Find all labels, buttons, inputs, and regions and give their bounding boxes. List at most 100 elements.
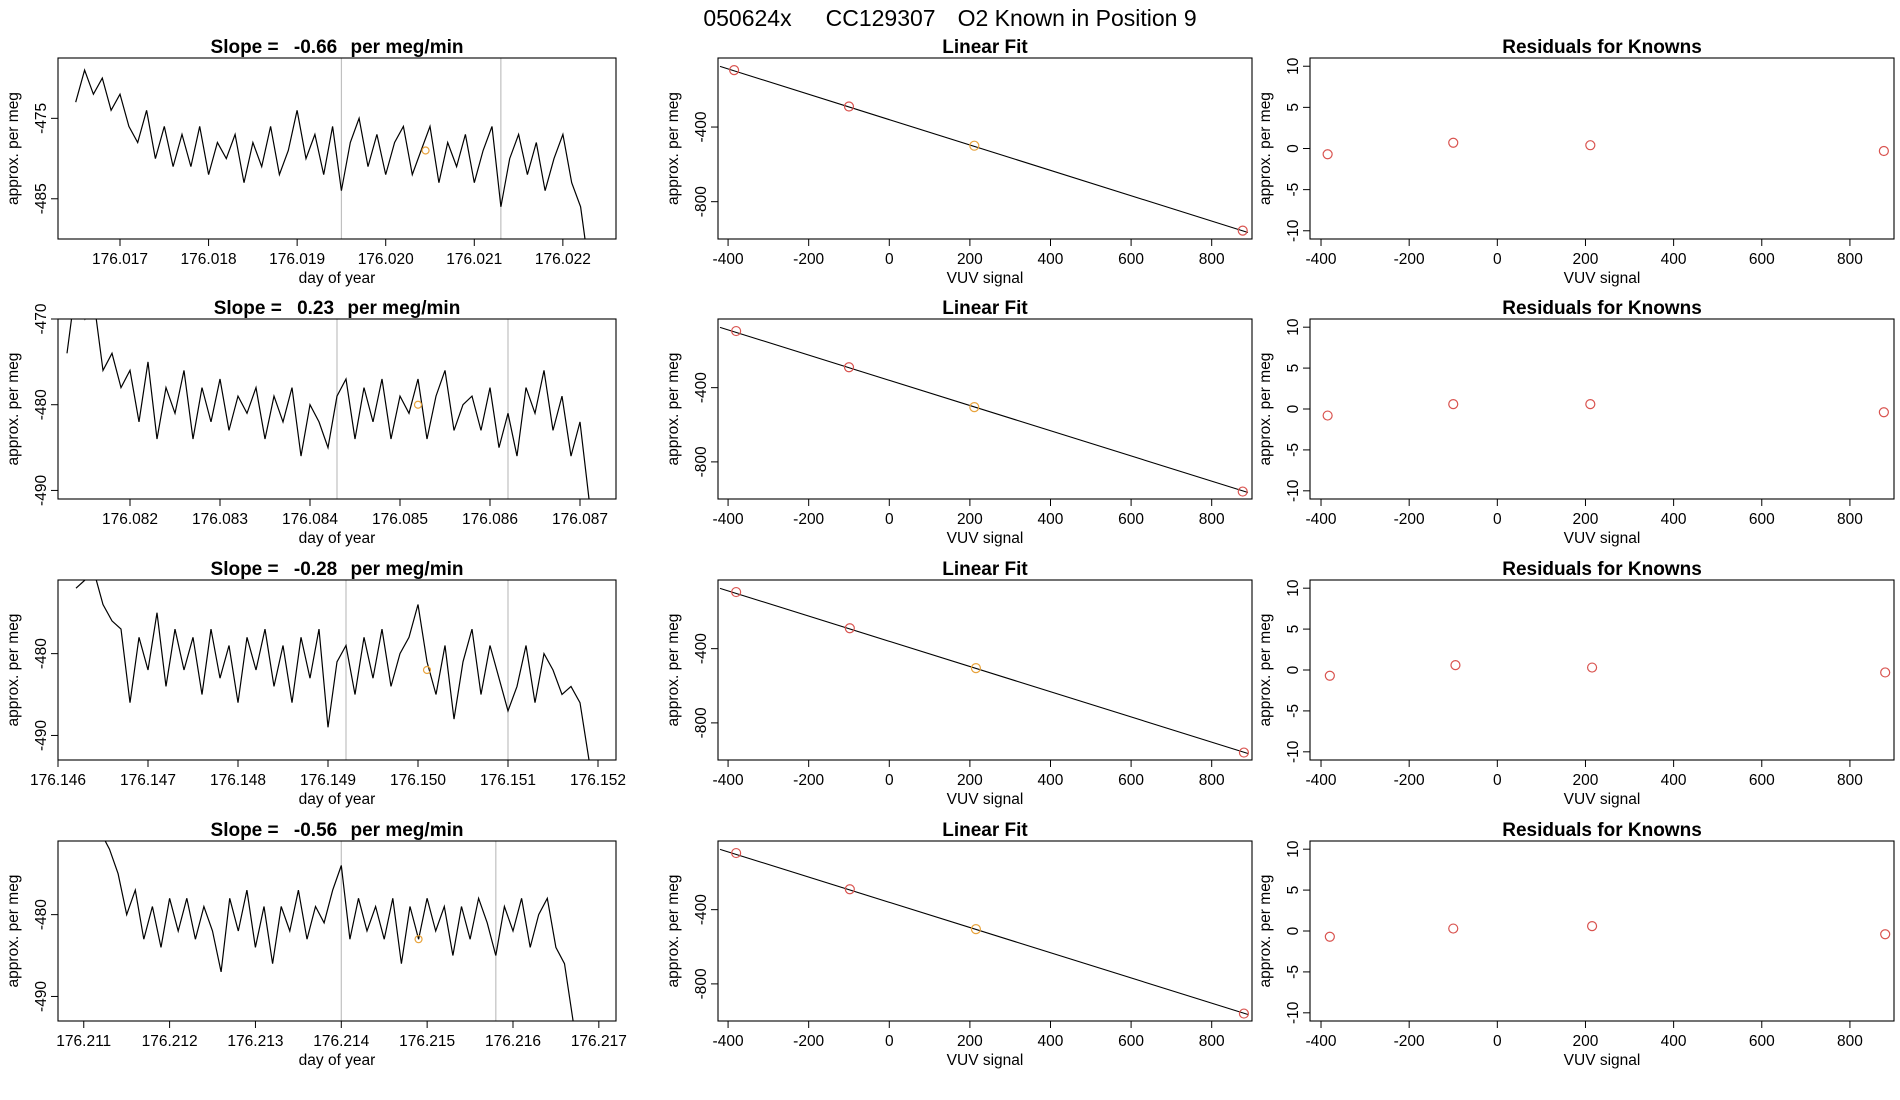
- x-tick-label: 800: [1837, 251, 1863, 268]
- panel-title: Linear Fit: [942, 820, 1028, 841]
- panel-title: Slope = -0.28 per meg/min: [211, 559, 464, 580]
- known-point: [844, 623, 855, 634]
- known-point: [729, 65, 740, 76]
- x-tick-label: -200: [1394, 772, 1425, 789]
- y-tick-label: -490: [33, 475, 50, 506]
- x-tick-label: 0: [1493, 772, 1502, 789]
- y-tick-label: -400: [693, 111, 710, 142]
- panel-residuals-row2: Residuals for Knowns -400 -200 0 200 400 600 80…: [1257, 298, 1895, 547]
- y-axis-label: approx. per meg: [1257, 875, 1274, 988]
- x-axis-label: VUV signal: [947, 1052, 1024, 1069]
- x-axis-label: VUV signal: [1564, 530, 1641, 547]
- plot-frame: [717, 840, 1253, 1022]
- x-axis-label: day of year: [299, 1052, 376, 1069]
- x-tick-label: -400: [713, 1033, 744, 1050]
- x-tick-label: 600: [1749, 511, 1775, 528]
- highlight-point: [969, 140, 980, 151]
- y-tick-label: -10: [1285, 219, 1302, 242]
- y-tick-label: 0: [1285, 665, 1302, 674]
- panel-title-prefix: Slope =: [211, 37, 284, 58]
- y-tick-label: 0: [1285, 144, 1302, 153]
- x-tick-label: 176.149: [300, 772, 356, 789]
- known-point: [1585, 140, 1596, 151]
- panel-title-prefix: Slope =: [211, 559, 284, 580]
- x-tick-label: 600: [1118, 511, 1144, 528]
- x-tick-label: 0: [885, 511, 894, 528]
- y-axis-label: approx. per meg: [5, 614, 22, 727]
- y-axis-label: approx. per meg: [665, 353, 682, 466]
- x-tick-label: 200: [1573, 511, 1599, 528]
- y-tick-label: 5: [1285, 103, 1302, 112]
- x-tick-label: 176.146: [30, 772, 86, 789]
- plot-frame: [57, 57, 617, 240]
- x-axis-label: VUV signal: [947, 530, 1024, 547]
- known-point: [731, 586, 742, 598]
- highlight-point: [969, 402, 980, 413]
- known-point: [1237, 486, 1248, 497]
- y-axis-label: approx. per meg: [5, 92, 22, 205]
- panel-residuals-row3: Residuals for Knowns -400 -200 0 200 400 600 80…: [1257, 559, 1895, 808]
- known-point: [844, 884, 855, 895]
- panel-title-prefix: Slope =: [211, 820, 284, 841]
- y-tick-label: -10: [1285, 479, 1302, 502]
- y-tick-label: -490: [33, 981, 50, 1012]
- y-tick-label: -5: [1285, 704, 1302, 718]
- x-tick-label: 600: [1749, 251, 1775, 268]
- x-tick-label: 0: [885, 251, 894, 268]
- x-tick-label: -200: [793, 772, 824, 789]
- plot-frame: [1309, 840, 1895, 1022]
- known-point: [731, 325, 742, 337]
- x-tick-label: 800: [1837, 772, 1863, 789]
- x-tick-label: 200: [1573, 251, 1599, 268]
- plot-frame: [717, 579, 1253, 761]
- plot-frame: [57, 579, 617, 761]
- y-tick-label: -10: [1285, 740, 1302, 763]
- y-tick-label: -480: [33, 638, 50, 669]
- highlight-point: [970, 924, 982, 935]
- panel-title-suffix: per meg/min: [345, 559, 463, 580]
- y-tick-label: 5: [1285, 364, 1302, 373]
- x-tick-label: 176.216: [485, 1033, 541, 1050]
- fit-line: [719, 326, 1249, 494]
- known-point: [1878, 145, 1889, 157]
- panel-grid: Slope = -0.66 per meg/min 176.017 176.018 1…: [5, 37, 1895, 1069]
- x-tick-label: 176.214: [313, 1033, 369, 1050]
- slope-value: -0.56: [294, 820, 337, 841]
- x-axis-label: VUV signal: [1564, 270, 1641, 287]
- y-tick-label: -480: [33, 899, 50, 930]
- x-tick-label: 176.020: [358, 251, 414, 268]
- y-tick-label: 0: [1285, 404, 1302, 413]
- known-point: [1322, 410, 1333, 421]
- panel-title-suffix: per meg/min: [345, 37, 463, 58]
- x-tick-label: 176.087: [552, 511, 608, 528]
- x-tick-label: 400: [1038, 251, 1064, 268]
- panel-title: Residuals for Knowns: [1502, 559, 1702, 580]
- x-tick-label: -200: [1394, 251, 1425, 268]
- x-tick-label: 176.152: [570, 772, 626, 789]
- known-point: [1448, 137, 1459, 148]
- x-tick-label: 0: [1493, 251, 1502, 268]
- panel-timeseries-row1: Slope = -0.66 per meg/min 176.017 176.018 1…: [5, 37, 617, 287]
- x-tick-label: -200: [793, 1033, 824, 1050]
- y-tick-label: -5: [1285, 183, 1302, 197]
- x-tick-label: 176.215: [399, 1033, 455, 1050]
- y-tick-label: -485: [33, 183, 50, 214]
- per-meg-trace: [66, 319, 590, 499]
- slope-value: -0.28: [294, 559, 337, 580]
- known-point: [1586, 920, 1598, 932]
- x-tick-label: 200: [957, 251, 983, 268]
- x-axis-label: day of year: [299, 791, 376, 808]
- x-tick-label: 600: [1118, 251, 1144, 268]
- x-tick-label: -400: [713, 511, 744, 528]
- x-tick-label: -400: [713, 772, 744, 789]
- y-axis-label: approx. per meg: [1257, 92, 1274, 205]
- known-point: [1450, 659, 1461, 671]
- y-tick-label: -470: [33, 303, 50, 334]
- x-tick-label: 200: [957, 772, 983, 789]
- per-meg-trace: [75, 580, 590, 760]
- panel-timeseries-row4: Slope = -0.56 per meg/min 176.211 176.212 1…: [5, 820, 627, 1069]
- y-tick-label: -10: [1285, 1001, 1302, 1024]
- panel-title: Slope = -0.56 per meg/min: [211, 820, 464, 841]
- x-tick-label: 176.018: [181, 251, 237, 268]
